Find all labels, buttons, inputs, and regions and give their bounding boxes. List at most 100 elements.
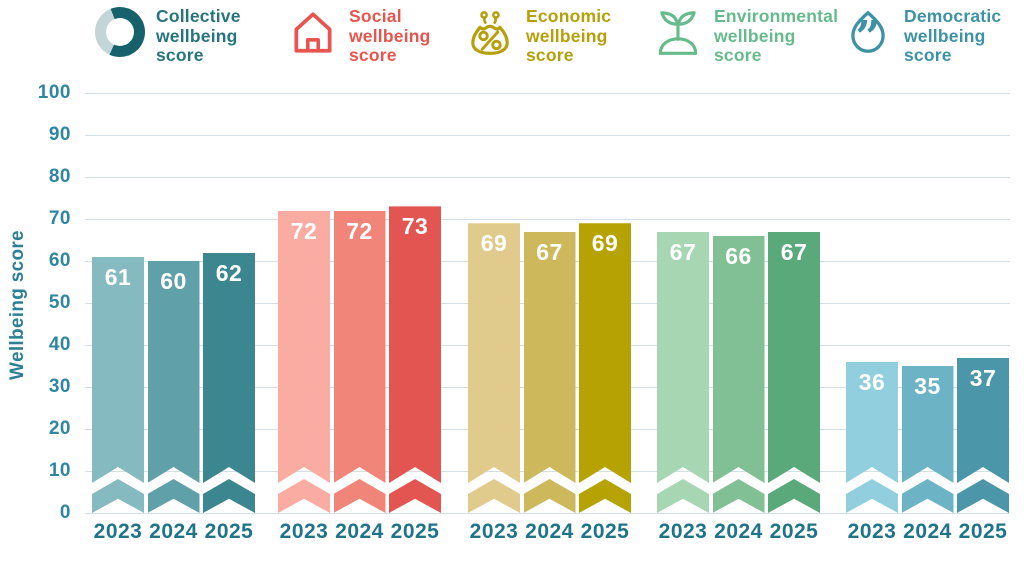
y-tick-label: 0	[59, 502, 71, 523]
bar-value-label: 67	[536, 238, 563, 265]
bar-column: 66 2024	[712, 93, 765, 543]
legend-label-environmental: Environmental wellbeing score	[714, 6, 839, 66]
bar-column: 60 2024	[147, 93, 200, 543]
gridline	[85, 218, 1010, 220]
y-tick-label: 70	[48, 208, 71, 229]
legend-item-social: Social wellbeing score	[288, 6, 431, 66]
x-tick-label: 2023	[279, 520, 329, 543]
svg-text:”: ”	[855, 12, 880, 57]
plot-area: 0 10 20 30 40 50 60 70 80 90 100 61 2023 60 2024 62 202…	[38, 83, 1010, 543]
bar: 67	[524, 232, 576, 483]
x-tick-label: 2024	[903, 520, 952, 543]
legend-label-social: Social wellbeing score	[349, 6, 431, 66]
bar-column: 36 2023	[846, 93, 898, 543]
legend-label-collective: Collective wellbeing score	[156, 6, 241, 66]
bar-bottom-chevron	[657, 479, 709, 513]
legend-item-environmental: Environmental wellbeing score	[653, 6, 839, 66]
bar: 60	[148, 261, 200, 483]
x-tick-label: 2025	[769, 520, 819, 543]
bar-column: 73 2025	[389, 93, 441, 543]
x-tick-label: 2023	[847, 520, 897, 543]
bar-bottom-chevron	[389, 479, 441, 513]
bar-column: 69 2023	[468, 93, 520, 543]
x-tick-label: 2025	[204, 520, 254, 543]
x-tick-label: 2025	[580, 520, 630, 543]
bar-bottom-chevron	[333, 479, 386, 513]
legend-item-economic: Economic wellbeing score	[465, 6, 611, 66]
y-tick-label: 90	[48, 124, 71, 145]
bar-column: 62 2025	[203, 93, 255, 543]
bar: 73	[389, 206, 441, 483]
legend-item-collective: Collective wellbeing score	[95, 6, 241, 66]
bar-value-label: 61	[104, 263, 132, 290]
gridline	[85, 470, 1010, 472]
bar: 35	[902, 366, 954, 483]
gridline	[85, 92, 1010, 94]
bar-bottom-chevron	[901, 479, 954, 513]
bar-bottom-chevron	[278, 479, 330, 513]
bar-value-label: 67	[669, 238, 697, 265]
bar-value-label: 69	[480, 230, 508, 257]
x-tick-label: 2024	[335, 520, 384, 543]
bar-bottom-chevron	[203, 479, 255, 513]
bar-value-label: 35	[914, 373, 941, 399]
x-tick-label: 2024	[714, 520, 763, 543]
bar: 36	[846, 362, 898, 483]
bar-bottom-chevron	[846, 479, 898, 513]
bar-value-label: 72	[290, 217, 318, 244]
x-tick-label: 2024	[525, 520, 574, 543]
y-axis-title: Wellbeing score	[7, 230, 28, 380]
donut-ring-icon	[95, 7, 145, 57]
x-tick-label: 2023	[93, 520, 143, 543]
bar-value-label: 60	[160, 268, 187, 294]
bar: 62	[203, 253, 255, 483]
bar-value-label: 66	[725, 242, 752, 269]
bar-column: 69 2025	[579, 93, 631, 543]
y-tick-label: 20	[48, 418, 71, 439]
bar-value-label: 69	[591, 230, 619, 257]
x-tick-label: 2025	[958, 520, 1008, 543]
bar-column: 72 2024	[333, 93, 386, 543]
y-tick-label: 50	[48, 292, 71, 313]
bar: 69	[579, 223, 631, 483]
bar-column: 72 2023	[278, 93, 330, 543]
speech-drop-quote-icon: ”	[851, 11, 885, 57]
gridline	[85, 176, 1010, 178]
bar: 67	[768, 232, 820, 483]
bar-bottom-chevron	[957, 479, 1009, 513]
bar: 66	[713, 236, 765, 483]
bar-column: 67 2024	[523, 93, 576, 543]
legend-item-democratic: ” Democratic wellbeing score	[843, 6, 1002, 66]
x-tick-label: 2023	[469, 520, 519, 543]
bar-column: 61 2023	[92, 93, 144, 543]
bar: 37	[957, 358, 1009, 483]
bar-column: 37 2025	[957, 93, 1009, 543]
gridline	[85, 512, 1010, 514]
bar-column: 35 2024	[901, 93, 954, 543]
bar: 72	[278, 211, 330, 483]
gridline	[85, 134, 1010, 136]
bar-bottom-chevron	[523, 479, 576, 513]
y-tick-label: 80	[48, 166, 71, 187]
bar: 61	[92, 257, 144, 483]
bar-value-label: 36	[858, 368, 886, 395]
x-tick-label: 2024	[149, 520, 198, 543]
money-purse-percent-icon	[471, 11, 509, 55]
bar-column: 67 2023	[657, 93, 709, 543]
bar-value-label: 72	[346, 217, 373, 244]
bar-value-label: 62	[215, 259, 243, 286]
bar-bottom-chevron	[147, 479, 200, 513]
y-tick-label: 10	[48, 460, 71, 481]
bar-value-label: 67	[780, 238, 808, 265]
x-tick-label: 2023	[658, 520, 708, 543]
bar-bottom-chevron	[468, 479, 520, 513]
bar: 67	[657, 232, 709, 483]
legend-label-democratic: Democratic wellbeing score	[904, 6, 1002, 66]
y-tick-label: 30	[48, 376, 71, 397]
bar-value-label: 73	[401, 213, 429, 240]
bar-value-label: 37	[969, 364, 997, 391]
y-tick-label: 100	[37, 82, 71, 103]
bar-bottom-chevron	[712, 479, 765, 513]
house-icon	[294, 12, 332, 53]
